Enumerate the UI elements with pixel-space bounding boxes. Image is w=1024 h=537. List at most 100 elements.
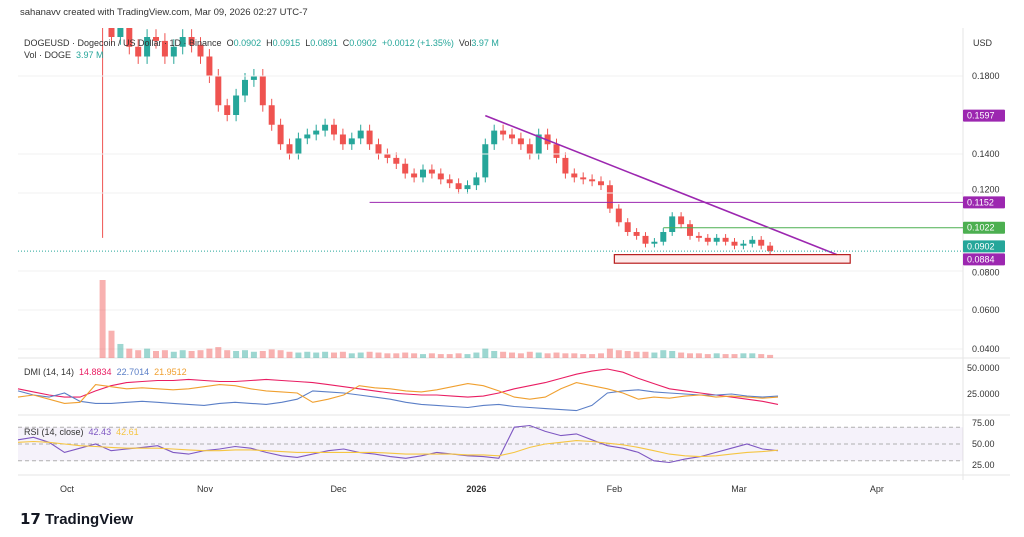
candle-body xyxy=(606,185,613,209)
candle-body xyxy=(170,46,177,57)
volume-bar xyxy=(153,350,159,358)
volume-bar xyxy=(268,349,275,358)
close-label: C xyxy=(342,38,350,48)
rsi-label[interactable]: RSI (14, close) xyxy=(24,427,84,437)
volume-bar xyxy=(197,350,204,358)
volume-bar xyxy=(580,354,587,358)
volume-legend: Vol · DOGE 3.97 M xyxy=(24,50,104,60)
dmi-axis-label: 50.0000 xyxy=(967,363,1000,373)
volume-bar xyxy=(428,353,435,358)
dmi-label[interactable]: DMI (14, 14) xyxy=(24,367,75,377)
price-tick-label: 0.0600 xyxy=(972,305,1000,315)
candle-body xyxy=(268,105,275,125)
candle-body xyxy=(428,169,435,174)
candle-body xyxy=(615,208,622,223)
volume-bar xyxy=(170,351,177,358)
candle-body xyxy=(687,224,693,236)
time-tick-label: Feb xyxy=(607,484,623,494)
minus-di-line xyxy=(17,382,779,404)
volume-bar xyxy=(224,350,231,358)
volume-bar xyxy=(144,348,151,358)
open-value: 0.0902 xyxy=(233,38,262,48)
volume-bar xyxy=(500,351,507,358)
time-tick-label: 2026 xyxy=(466,484,486,494)
candle-body xyxy=(749,239,756,244)
candle-body xyxy=(624,222,631,232)
volume-bar xyxy=(687,353,693,358)
volume-bar xyxy=(731,354,738,358)
candle-body xyxy=(731,241,738,246)
candle-body xyxy=(339,134,346,145)
volume-label[interactable]: Vol · DOGE xyxy=(24,50,72,60)
dmi-axis-label: 25.0000 xyxy=(967,389,1000,399)
volume-bar xyxy=(375,352,382,358)
currency-label[interactable]: USD xyxy=(973,38,993,48)
price-tag xyxy=(963,240,1005,253)
volume-bar xyxy=(713,353,720,358)
volume-bar xyxy=(509,352,515,358)
volume-bar xyxy=(188,350,195,358)
volume-bar xyxy=(562,353,569,358)
candle-body xyxy=(651,241,658,244)
candle-body xyxy=(250,76,257,80)
volume-bar xyxy=(295,352,302,358)
volume-bar xyxy=(624,350,631,358)
candle-body xyxy=(144,37,151,57)
volume-bar xyxy=(615,350,622,358)
candle-body xyxy=(188,37,195,45)
volume-bar xyxy=(108,330,115,358)
volume-bar xyxy=(446,354,453,358)
volume-bar xyxy=(695,353,702,358)
volume-bar xyxy=(589,354,596,358)
candle-body xyxy=(580,177,587,180)
candle-body xyxy=(348,138,355,145)
candle-body xyxy=(224,105,231,115)
volume-bar xyxy=(598,353,604,358)
volume-bar xyxy=(606,348,613,358)
price-tick-label: 0.1400 xyxy=(972,149,1000,159)
candle-body xyxy=(197,44,204,57)
price-tag xyxy=(963,221,1005,234)
price-tag-label: 0.1597 xyxy=(967,111,995,121)
candle-body xyxy=(206,56,213,76)
volume-value: 3.97 M xyxy=(76,50,104,60)
plus-di-value: 22.7014 xyxy=(116,367,150,377)
volume-bar xyxy=(678,352,685,358)
candle-body xyxy=(153,37,159,41)
volume-bar xyxy=(704,354,711,358)
volume-bar xyxy=(277,350,284,358)
volume-bar xyxy=(660,350,667,358)
volume-bar xyxy=(669,350,676,358)
candle-body xyxy=(473,177,480,186)
volume-bar xyxy=(517,353,524,358)
volume-bar xyxy=(455,353,462,358)
candle-body xyxy=(411,173,418,178)
candle-body xyxy=(313,130,320,135)
rsi-line xyxy=(17,424,779,464)
candle-body xyxy=(402,163,409,174)
dmi-legend: DMI (14, 14) 14.8834 22.7014 21.9512 xyxy=(24,367,187,377)
credit-line: sahanavv created with TradingView.com, M… xyxy=(20,7,308,18)
time-tick-label: Dec xyxy=(330,484,347,494)
candle-body xyxy=(277,124,284,145)
volume-bar xyxy=(304,351,311,358)
volume-bar xyxy=(242,350,248,358)
minus-di-value: 21.9512 xyxy=(154,367,187,377)
symbol-name[interactable]: DOGEUSD · Dogecoin / US Dollar · 1D · Bi… xyxy=(24,38,222,48)
volume-bar xyxy=(135,350,142,358)
rsi-axis-label: 75.00 xyxy=(972,418,995,428)
high-value: 0.0915 xyxy=(272,38,301,48)
volume-bar xyxy=(179,350,186,358)
rsi-ma-value: 42.61 xyxy=(116,427,139,437)
price-tag xyxy=(963,253,1005,266)
rsi-legend: RSI (14, close) 42.43 42.61 xyxy=(24,427,139,437)
volume-bar xyxy=(544,353,551,358)
candle-body xyxy=(767,245,774,252)
volume-bar xyxy=(553,352,560,358)
candle-body xyxy=(420,169,426,178)
candle-body xyxy=(215,76,222,106)
candle-body xyxy=(571,173,578,178)
time-tick-label: Nov xyxy=(197,484,214,494)
candle-body xyxy=(633,232,640,236)
